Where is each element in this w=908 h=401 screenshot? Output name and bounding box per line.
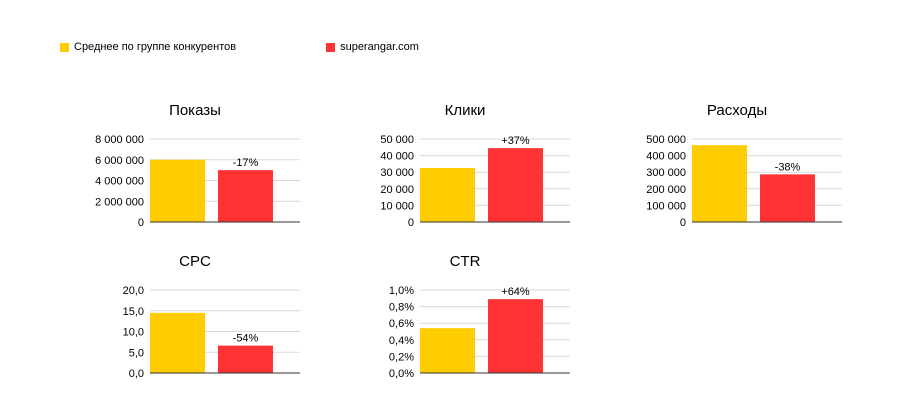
y-tick-label: 20 000 — [380, 184, 414, 196]
chart-panel-cpc: CPC 0,0 5,0 10,0 15,0 20,0 -54% — [60, 253, 330, 393]
y-tick-label: 100 000 — [646, 200, 686, 212]
legend-item-competitors: Среднее по группе конкурентов — [60, 41, 236, 53]
chart-svg: 0,0% 0,2% 0,4% 0,6% 0,8% 1,0% +64% — [389, 285, 570, 380]
y-tick-label: 0,0 — [129, 368, 144, 380]
y-tick-label: 15,0 — [123, 306, 144, 318]
y-tick-label: 0,6% — [389, 318, 414, 330]
chart-title: Клики — [444, 102, 486, 119]
y-tick-label: 40 000 — [380, 151, 414, 163]
y-tick-label: 1,0% — [389, 285, 414, 297]
y-tick-label: 30 000 — [380, 167, 414, 179]
data-label-change: -54% — [233, 333, 259, 345]
y-tick-label: 0 — [408, 217, 414, 229]
data-label-change: -38% — [775, 161, 801, 173]
y-tick-label: 10 000 — [380, 200, 414, 212]
y-tick-label: 0,0% — [389, 368, 414, 380]
chart-title: Расходы — [706, 102, 768, 119]
chart-panel-clicks: Клики 0 10 000 20 000 30 000 40 000 50 000 +37… — [330, 102, 600, 242]
legend-label-site: superangar.com — [340, 41, 419, 53]
legend-label-competitors: Среднее по группе конкурентов — [74, 41, 237, 53]
y-tick-label: 0 — [138, 217, 144, 229]
y-tick-label: 2 000 000 — [95, 196, 144, 208]
y-tick-label: 300 000 — [646, 167, 686, 179]
bar-site — [218, 170, 273, 222]
data-label-change: -17% — [233, 157, 259, 169]
bar-competitors — [150, 159, 205, 222]
y-tick-label: 6 000 000 — [95, 155, 144, 167]
chart-svg: 0 100 000 200 000 300 000 400 000 500 000 -38% — [646, 134, 842, 229]
bar-site — [488, 148, 543, 222]
y-tick-label: 20,0 — [123, 285, 144, 297]
chart-title: Показы — [169, 102, 221, 119]
bar-site — [760, 174, 815, 222]
bar-competitors — [150, 312, 205, 373]
chart-title: CPC — [179, 253, 211, 270]
data-label-change: +37% — [501, 135, 530, 147]
y-tick-label: 0 — [680, 217, 686, 229]
y-tick-label: 0,4% — [389, 335, 414, 347]
legend-swatch-competitors — [60, 42, 69, 52]
legend-item-site: superangar.com — [326, 41, 419, 53]
bar-competitors — [692, 145, 747, 222]
legend-swatch-site — [326, 42, 336, 52]
y-tick-label: 10,0 — [123, 327, 144, 339]
legend: Среднее по группе конкурентов superangar… — [60, 41, 419, 53]
y-tick-label: 0,8% — [389, 302, 414, 314]
y-tick-label: 5,0 — [129, 347, 144, 359]
y-tick-label: 500 000 — [646, 134, 686, 146]
chart-svg: 0 2 000 000 4 000 000 6 000 000 8 000 000 -17… — [95, 134, 300, 229]
y-tick-label: 4 000 000 — [95, 176, 144, 188]
bar-site — [488, 299, 543, 373]
chart-title: CTR — [449, 253, 481, 270]
y-tick-label: 50 000 — [380, 134, 414, 146]
bar-competitors — [420, 328, 475, 373]
bar-competitors — [420, 168, 475, 222]
y-tick-label: 0,2% — [389, 351, 414, 363]
data-label-change: +64% — [501, 286, 530, 298]
y-tick-label: 8 000 000 — [95, 134, 144, 146]
chart-panel-impressions: Показы 0 2 000 000 4 000 000 6 000 000 8 000… — [60, 102, 330, 242]
chart-svg: 0,0 5,0 10,0 15,0 20,0 -54% — [123, 285, 300, 380]
chart-panel-expenses: Расходы 0 100 000 200 000 300 000 400 000 500… — [602, 102, 872, 242]
chart-svg: 0 10 000 20 000 30 000 40 000 50 000 +37% — [380, 134, 570, 229]
bar-site — [218, 345, 273, 373]
y-tick-label: 400 000 — [646, 151, 686, 163]
chart-panel-ctr: CTR 0,0% 0,2% 0,4% 0,6% 0,8% 1,0% +64% — [330, 253, 600, 393]
y-tick-label: 200 000 — [646, 184, 686, 196]
